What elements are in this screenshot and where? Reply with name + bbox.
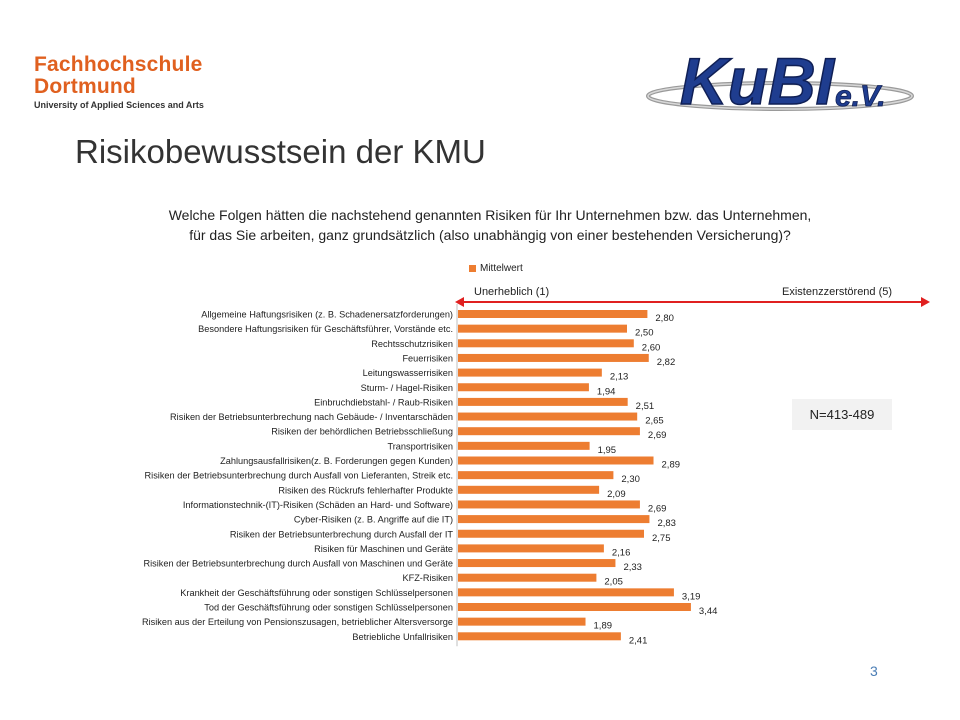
bar	[458, 339, 634, 348]
data-label: 2,50	[635, 328, 654, 339]
bar	[458, 427, 640, 436]
bar	[458, 485, 600, 494]
fh-dortmund-logo: Fachhochschule Dortmund University of Ap…	[34, 53, 204, 111]
category-label: Einbruchdiebstahl- / Raub-Risiken	[314, 397, 453, 407]
legend-swatch	[469, 265, 476, 272]
data-label: 2,09	[607, 489, 626, 500]
category-label: KFZ-Risiken	[402, 573, 453, 583]
category-label: Besondere Haftungsrisiken für Geschäftsf…	[198, 324, 453, 334]
bar	[458, 559, 616, 568]
data-label: 2,82	[657, 357, 676, 368]
bar	[458, 412, 638, 421]
bar	[458, 310, 648, 318]
category-label: Allgemeine Haftungsrisiken (z. B. Schade…	[201, 310, 453, 320]
bar	[458, 441, 590, 450]
data-label: 1,89	[594, 621, 613, 632]
scale-label-left: Unerheblich (1)	[474, 286, 550, 298]
data-label: 2,89	[662, 460, 681, 471]
category-label: Risiken der behördlichen Betriebsschließ…	[271, 427, 453, 437]
data-label: 3,19	[682, 591, 701, 602]
sample-size-box: N=413-489	[792, 399, 892, 430]
kubi-logo: KuBI e.V.	[640, 38, 930, 133]
bar	[458, 397, 628, 406]
category-label: Risiken der Betriebsunterbrechung nach G…	[170, 412, 453, 422]
data-label: 3,44	[699, 606, 718, 617]
bar	[458, 456, 654, 465]
slide-title: Risikobewusstsein der KMU	[75, 133, 486, 170]
bar-chart: Allgemeine Haftungsrisiken (z. B. Schade…	[142, 304, 718, 647]
bar	[458, 383, 589, 392]
category-label: Risiken der Betriebsunterbrechung durch …	[230, 529, 454, 539]
fh-logo-line2: Dortmund	[34, 75, 136, 98]
data-label: 1,95	[598, 445, 617, 456]
category-label: Zahlungsausfallrisiken(z. B. Forderungen…	[220, 456, 453, 466]
category-label: Rechtsschutzrisiken	[371, 339, 453, 349]
survey-question: Welche Folgen hätten die nachstehend gen…	[140, 205, 840, 245]
category-label: Transportrisiken	[387, 441, 453, 451]
kubi-logo-suffix: e.V.	[835, 80, 886, 113]
category-label: Risiken der Betriebsunterbrechung durch …	[144, 559, 454, 569]
data-label: 1,94	[597, 386, 616, 397]
fh-logo-line1: Fachhochschule	[34, 53, 203, 76]
data-label: 2,69	[648, 430, 667, 441]
bar	[458, 529, 644, 538]
data-label: 2,83	[657, 518, 676, 529]
bar	[458, 368, 602, 377]
data-label: 2,80	[655, 313, 674, 324]
category-label: Tod der Geschäftsführung oder sonstigen …	[204, 603, 453, 613]
category-label: Risiken für Maschinen und Geräte	[314, 544, 453, 554]
category-label: Betriebliche Unfallrisiken	[352, 632, 453, 642]
data-label: 2,13	[610, 372, 629, 383]
bar	[458, 588, 674, 597]
chart-legend: Mittelwert	[469, 263, 523, 274]
category-label: Risiken aus der Erteilung von Pensionszu…	[142, 617, 453, 627]
data-label: 2,30	[621, 474, 640, 485]
category-label: Krankheit der Geschäftsführung oder sons…	[180, 588, 453, 598]
category-label: Risiken der Betriebsunterbrechung durch …	[145, 471, 453, 481]
bar	[458, 573, 597, 582]
kubi-logo-main: KuBI	[680, 44, 836, 118]
question-line-2: für das Sie arbeiten, ganz grundsätzlich…	[189, 227, 791, 243]
scale-double-arrow	[455, 297, 930, 307]
category-label: Sturm- / Hagel-Risiken	[361, 383, 453, 393]
data-label: 2,51	[636, 401, 655, 412]
page-number: 3	[870, 663, 878, 679]
category-label: Cyber-Risiken (z. B. Angriffe auf die IT…	[294, 515, 453, 525]
bar	[458, 500, 640, 509]
bar	[458, 544, 604, 553]
category-label: Informationstechnik-(IT)-Risiken (Schäde…	[183, 500, 453, 510]
bar	[458, 515, 650, 524]
bar	[458, 617, 586, 626]
data-label: 2,16	[612, 547, 631, 558]
data-label: 2,65	[645, 416, 664, 427]
legend-label: Mittelwert	[480, 263, 523, 274]
scale-label-right: Existenzzerstörend (5)	[782, 286, 893, 298]
category-label: Leitungswasserrisiken	[363, 368, 453, 378]
bar	[458, 632, 621, 641]
data-label: 2,33	[623, 562, 642, 573]
bar	[458, 353, 649, 362]
fh-logo-line3: University of Applied Sciences and Arts	[34, 100, 204, 110]
category-label: Risiken des Rückrufs fehlerhafter Produk…	[278, 485, 453, 495]
bar	[458, 603, 691, 611]
data-label: 2,69	[648, 503, 667, 514]
data-label: 2,75	[652, 533, 671, 544]
data-label: 2,41	[629, 635, 648, 646]
data-label: 2,60	[642, 342, 661, 353]
category-label: Feuerrisiken	[402, 353, 453, 363]
question-line-1: Welche Folgen hätten die nachstehend gen…	[168, 207, 812, 223]
bar	[458, 471, 614, 480]
bar	[458, 324, 627, 333]
data-label: 2,05	[604, 577, 623, 588]
